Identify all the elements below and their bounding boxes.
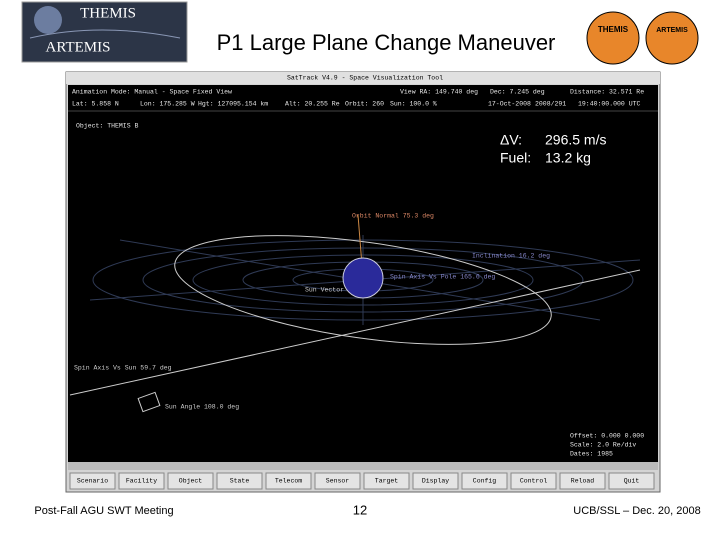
status-text: 17-Oct-2008 <box>488 101 531 108</box>
badge <box>645 11 699 65</box>
scene-label: Spin Axis Vs Sun 59.7 deg <box>74 365 172 372</box>
button[interactable] <box>608 472 655 490</box>
status-text: Sun: 100.0 % <box>390 101 437 108</box>
button-bar: Scenario Facility Object State Telecom Sensor… <box>69 472 655 490</box>
status-text: Animation Mode: Manual - Space Fixed Vie… <box>72 89 232 96</box>
button-label[interactable]: Quit <box>624 478 640 485</box>
button-label[interactable]: Object <box>179 478 203 485</box>
button[interactable] <box>69 472 116 490</box>
scene-label: Inclination 16.2 deg <box>472 253 550 260</box>
earth <box>342 257 384 299</box>
button[interactable] <box>363 472 410 490</box>
status-text: Lon: 175.285 W <box>140 101 195 108</box>
info-text: Dates: 1985 <box>570 451 613 458</box>
status-text: Orbit: 260 <box>345 101 384 108</box>
status: Animation Mode: Manual - Space Fixed Vie… <box>72 89 644 108</box>
scrollbar[interactable] <box>68 462 658 470</box>
page-number: 12 <box>353 502 367 517</box>
logo-text: THEMIS <box>80 5 136 21</box>
overlay-value: 296.5 m/s <box>545 132 606 148</box>
logo-globe <box>34 6 62 34</box>
button-label[interactable]: Telecom <box>275 478 302 485</box>
spacecraft <box>137 391 161 413</box>
button[interactable] <box>559 472 606 490</box>
info-text: Scale: 2.0 Re/div <box>570 442 636 449</box>
badge <box>586 11 640 65</box>
scene-label: Sun Angle 108.0 deg <box>165 404 239 411</box>
button[interactable] <box>510 472 557 490</box>
button[interactable] <box>216 472 263 490</box>
button-label[interactable]: Control <box>520 478 547 485</box>
status-text: Lat: 5.858 N <box>72 101 119 108</box>
button-label[interactable]: Config <box>473 478 497 485</box>
orbit <box>174 235 552 345</box>
status-text: View RA: 149.740 deg <box>400 89 478 96</box>
overlay-label: Fuel: <box>500 150 531 166</box>
overlay-value: 13.2 kg <box>545 150 591 166</box>
scene-label: Orbit Normal 75.3 deg <box>352 213 434 220</box>
scene-labels: Orbit Normal 75.3 deg Inclination 16.2 de… <box>74 213 550 411</box>
badge-text: THEMIS <box>598 25 629 34</box>
button[interactable] <box>167 472 214 490</box>
footer-left: Post-Fall AGU SWT Meeting <box>34 505 173 517</box>
button[interactable] <box>461 472 508 490</box>
overlay: ΔV: 296.5 m/s Fuel: 13.2 kg <box>500 132 606 166</box>
status-text: Hgt: 127095.154 km <box>198 101 268 108</box>
button-label[interactable]: Target <box>375 478 399 485</box>
scene-label: Spin Axis Vs Pole 165.6 deg <box>390 274 495 281</box>
button[interactable] <box>265 472 312 490</box>
status-text: Distance: 32.571 Re <box>570 89 644 96</box>
title-bar <box>66 72 660 84</box>
button-label[interactable]: Sensor <box>326 478 350 485</box>
slide-title: P1 Large Plane Change Maneuver <box>217 30 556 55</box>
info: Offset: 0.000 0.000 Scale: 2.0 Re/div Date… <box>570 433 644 458</box>
button-label[interactable]: State <box>230 478 250 485</box>
footer-right: UCB/SSL – Dec. 20, 2008 <box>573 505 700 517</box>
scene-label: Sun Vector <box>305 287 344 294</box>
window-title: SatTrack V4.9 - Space Visualization Tool <box>287 75 443 82</box>
status-text: 2008/291 <box>535 101 566 108</box>
button[interactable] <box>412 472 459 490</box>
status-text: 19:40:00.000 UTC <box>578 101 641 108</box>
axis-line <box>69 269 641 396</box>
button-label[interactable]: Display <box>422 478 449 485</box>
status-text: Alt: 20.255 Re <box>285 101 340 108</box>
logo-text: ARTEMIS <box>46 39 111 55</box>
status-text: Dec: 7.245 deg <box>490 89 545 96</box>
badge-text: ARTEMIS <box>656 27 688 34</box>
button[interactable] <box>118 472 165 490</box>
info-text: Offset: 0.000 0.000 <box>570 433 644 440</box>
button-label[interactable]: Reload <box>571 478 595 485</box>
overlay-label: ΔV: <box>500 132 522 148</box>
button-label[interactable]: Scenario <box>77 478 108 485</box>
logo-arc <box>29 29 181 39</box>
button[interactable] <box>314 472 361 490</box>
button-label[interactable]: Facility <box>126 478 157 485</box>
object-label: Object: THEMIS B <box>76 123 139 130</box>
